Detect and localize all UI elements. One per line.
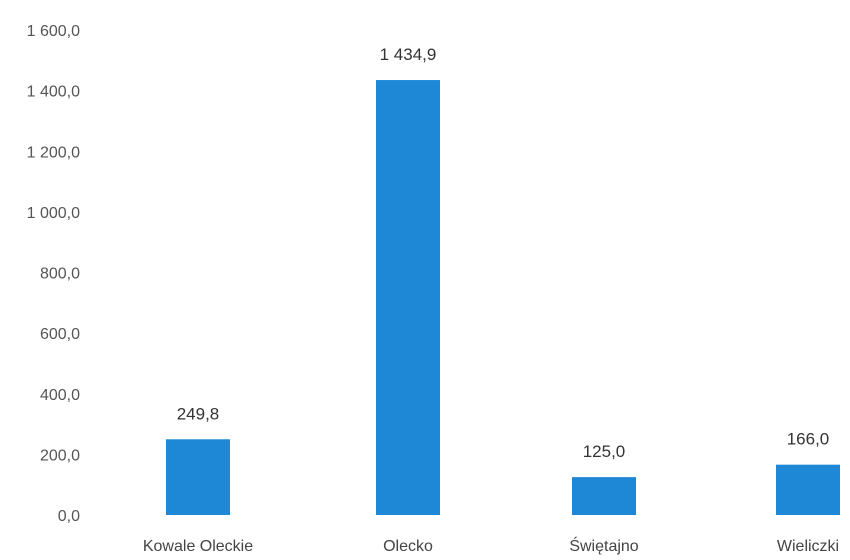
value-labels: 249,8 1 434,9 125,0 166,0 — [177, 45, 830, 461]
bar — [776, 464, 840, 515]
y-tick-label: 1 400,0 — [27, 84, 80, 101]
bars — [166, 80, 840, 516]
bar — [572, 477, 636, 515]
y-tick-label: 200,0 — [40, 447, 80, 464]
y-tick-label: 600,0 — [40, 326, 80, 343]
y-tick-label: 1 600,0 — [27, 23, 80, 40]
x-tick-label: Olecko — [383, 538, 433, 555]
x-tick-label: Kowale Oleckie — [143, 538, 253, 555]
category-labels: Kowale Oleckie Olecko Świętajno Wieliczki — [143, 536, 839, 555]
bar — [376, 80, 440, 516]
y-tick-label: 400,0 — [40, 387, 80, 404]
bar — [166, 439, 230, 515]
y-axis-ticks: 0,0 200,0 400,0 600,0 800,0 1 000,0 1 200,0 1 4… — [27, 23, 80, 525]
data-label: 125,0 — [583, 442, 626, 461]
data-label: 1 434,9 — [380, 45, 437, 64]
y-tick-label: 1 200,0 — [27, 144, 80, 161]
data-label: 249,8 — [177, 404, 220, 423]
y-tick-label: 1 000,0 — [27, 205, 80, 222]
x-tick-label: Świętajno — [569, 536, 638, 555]
y-tick-label: 0,0 — [58, 508, 80, 525]
data-label: 166,0 — [787, 430, 830, 449]
x-tick-label: Wieliczki — [777, 538, 839, 555]
y-tick-label: 800,0 — [40, 266, 80, 283]
